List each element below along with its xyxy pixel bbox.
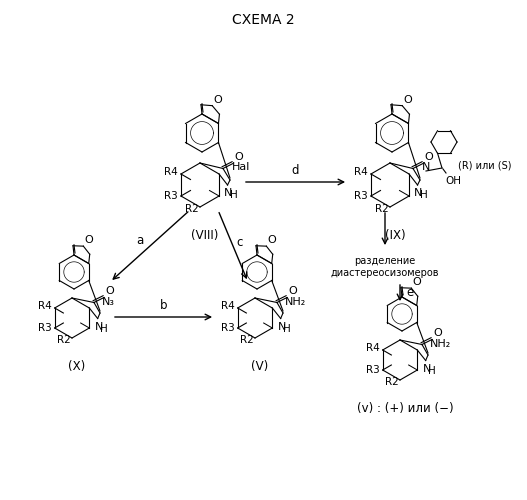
Text: R4: R4 [366,343,379,353]
Text: OH: OH [445,176,461,186]
Text: R3: R3 [221,323,235,333]
Text: O: O [403,94,412,104]
Text: R4: R4 [38,301,52,311]
Text: NH₂: NH₂ [430,339,451,349]
Text: (v) : (+) или (−): (v) : (+) или (−) [357,402,453,415]
Text: H: H [283,324,290,334]
Text: b: b [160,299,167,312]
Text: R3: R3 [366,365,379,375]
Text: N: N [94,322,103,332]
Text: (VIII): (VIII) [191,229,219,242]
Text: Hal: Hal [232,162,250,172]
Text: c: c [237,236,243,248]
Text: d: d [292,164,299,177]
Text: R2: R2 [240,335,254,345]
Text: R3: R3 [38,323,52,333]
Text: H: H [230,190,237,200]
Text: O: O [84,235,93,245]
Text: разделение
диастереосизомеров: разделение диастереосизомеров [331,256,439,278]
Text: N₃: N₃ [102,297,115,307]
Text: N: N [414,188,423,198]
Text: (X): (X) [69,360,85,373]
Text: (R) или (S): (R) или (S) [458,161,512,171]
Text: O: O [234,152,243,162]
Text: e: e [406,286,413,300]
Text: (V): (V) [251,360,269,373]
Text: O: O [288,286,297,296]
Text: N: N [225,188,233,198]
Text: O: O [412,277,421,287]
Text: N: N [423,364,431,374]
Text: R3: R3 [164,191,178,201]
Text: N: N [278,322,286,332]
Text: a: a [136,234,144,246]
Text: H: H [428,366,435,376]
Text: R2: R2 [57,335,71,345]
Text: NH₂: NH₂ [285,297,306,307]
Text: N: N [422,162,431,172]
Text: R3: R3 [354,191,368,201]
Text: R4: R4 [221,301,235,311]
Text: O: O [424,152,433,162]
Text: O: O [213,94,222,104]
Text: (IX): (IX) [385,229,405,242]
Text: R2: R2 [385,377,399,387]
Text: СХЕМА 2: СХЕМА 2 [232,13,294,27]
Text: R4: R4 [164,167,178,177]
Text: R4: R4 [354,167,368,177]
Text: H: H [419,190,427,200]
Text: O: O [105,286,114,296]
Text: H: H [100,324,108,334]
Text: R2: R2 [186,204,199,214]
Text: O: O [267,235,276,245]
Text: R2: R2 [375,204,389,214]
Text: O: O [433,328,442,338]
